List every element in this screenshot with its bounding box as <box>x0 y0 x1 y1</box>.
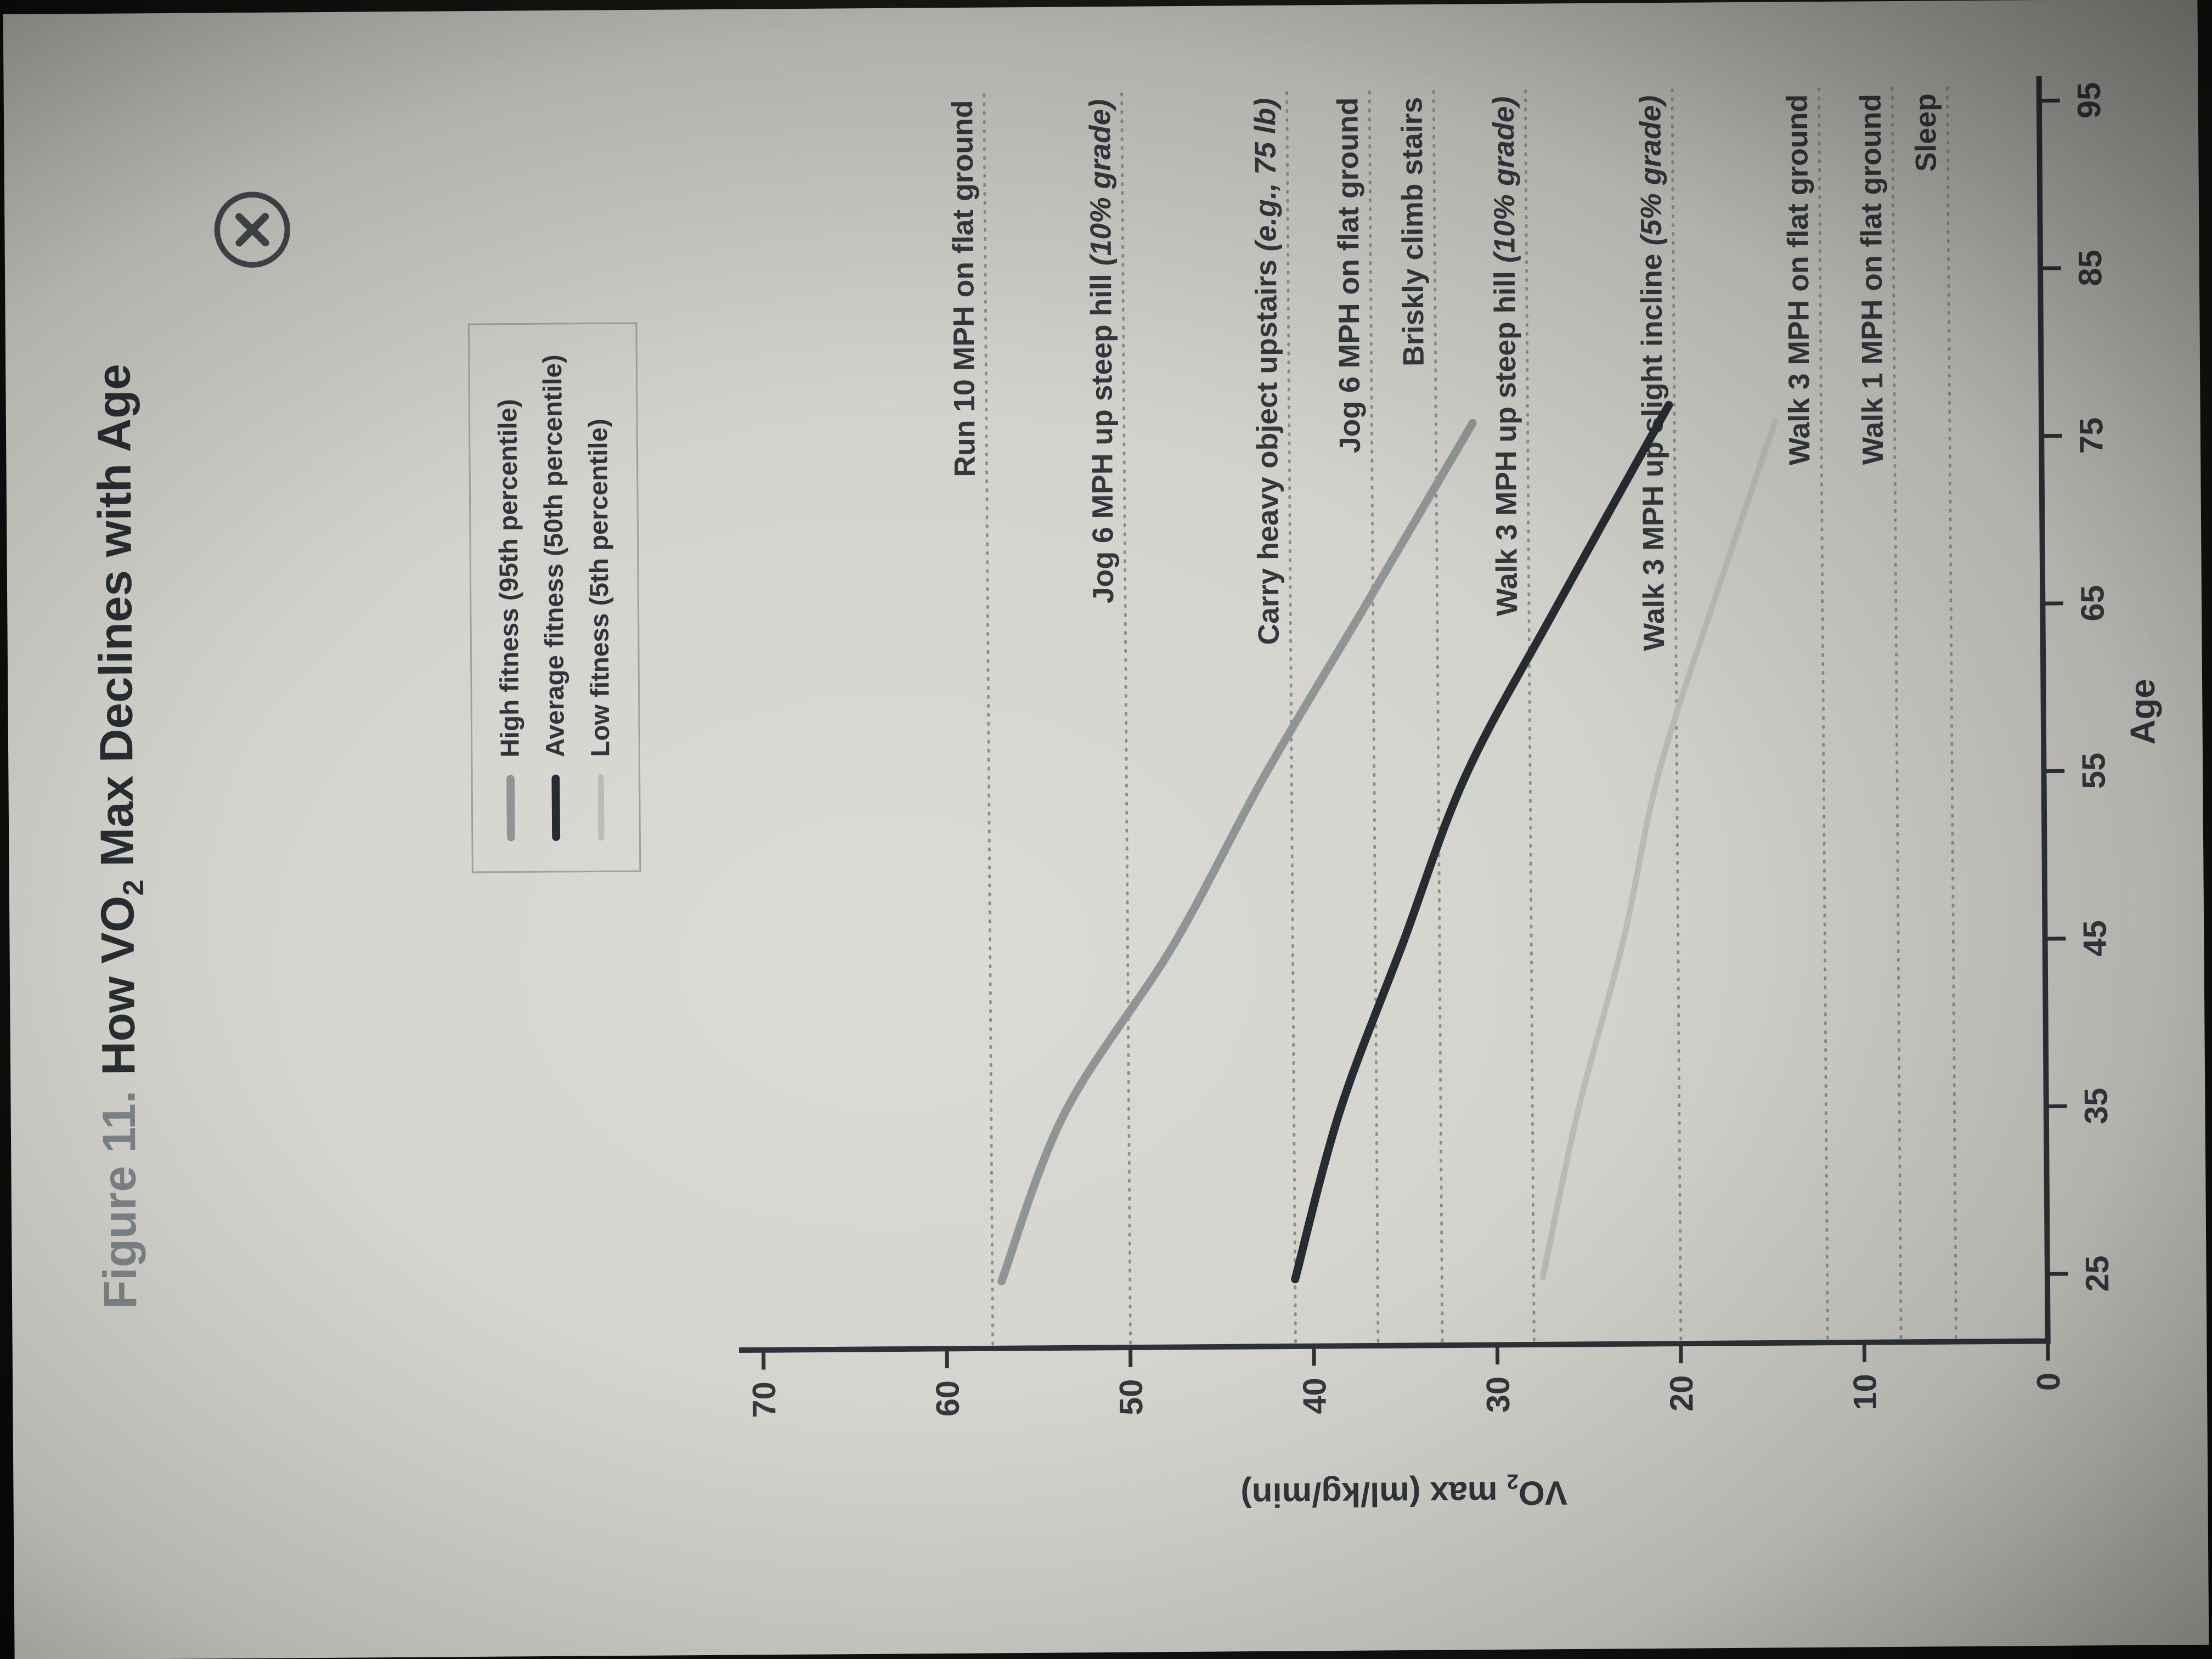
y-tick-label: 20 <box>1663 1375 1700 1412</box>
series-line-1 <box>1291 400 1673 1284</box>
close-icon <box>214 191 291 268</box>
reference-line-label: Briskly climb stairs <box>1396 97 1430 367</box>
y-tick-label: 70 <box>746 1381 782 1418</box>
reference-line <box>1817 84 1829 1340</box>
x-tick-label: 65 <box>2074 585 2111 622</box>
x-tick-label: 75 <box>2073 417 2109 454</box>
y-tick-label: 60 <box>929 1380 966 1417</box>
y-tick-label: 0 <box>2030 1373 2067 1391</box>
y-tick-label: 30 <box>1480 1376 1516 1413</box>
series-line-0 <box>997 419 1477 1285</box>
x-tick-label: 55 <box>2075 753 2112 789</box>
reference-line-label: Walk 3 MPH on flat ground <box>1781 94 1816 466</box>
reference-line <box>1432 87 1444 1342</box>
close-button[interactable] <box>211 189 294 271</box>
reference-line-label: Run 10 MPH on flat ground <box>946 100 981 477</box>
x-tick-label: 25 <box>2079 1255 2115 1292</box>
reference-line <box>983 89 995 1346</box>
reference-line <box>1120 89 1132 1345</box>
reference-line <box>1891 83 1903 1339</box>
reference-line-label: Jog 6 MPH up steep hill (10% grade) <box>1084 99 1120 604</box>
x-tick-label: 35 <box>2078 1088 2114 1125</box>
reference-line-label: Carry heavy object upstairs (e.g., 75 lb… <box>1249 98 1285 645</box>
y-tick-label: 40 <box>1296 1378 1333 1414</box>
x-tick-label: 85 <box>2072 250 2108 286</box>
x-tick-label: 45 <box>2076 920 2113 957</box>
y-tick-label: 10 <box>1847 1374 1883 1410</box>
reference-line-label: Sleep <box>1910 93 1943 172</box>
reference-line <box>1671 85 1683 1341</box>
reference-line-label: Walk 3 MPH up steep hill (10% grade) <box>1488 96 1524 616</box>
series-line-2 <box>1539 417 1779 1281</box>
figure-page: Figure 11.How VO2 Max Declines with Age … <box>3 0 2209 1659</box>
vo2max-decline-chart: Run 10 MPH on flat ground Jog 6 MPH up st… <box>739 76 2115 1418</box>
axes <box>739 76 2051 1353</box>
reference-line <box>1946 83 1957 1339</box>
reference-line <box>1285 88 1297 1344</box>
y-tick-label: 50 <box>1113 1379 1149 1415</box>
x-tick-label: 95 <box>2070 82 2107 119</box>
reference-line <box>1368 87 1380 1343</box>
reference-line-label: Walk 3 MPH up slight incline (5% grade) <box>1634 95 1671 651</box>
reference-line <box>1523 86 1536 1342</box>
reference-line-label: Walk 1 MPH on flat ground <box>1854 94 1889 465</box>
reference-line-label: Jog 6 MPH on flat ground <box>1331 97 1367 453</box>
